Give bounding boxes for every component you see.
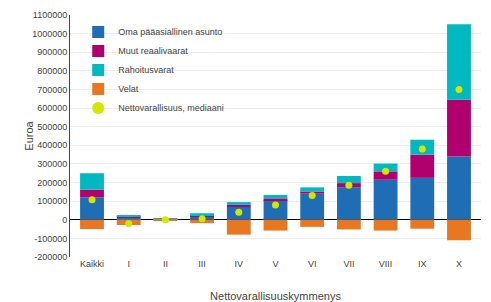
svg-text:II: II xyxy=(163,259,168,269)
svg-text:IX: IX xyxy=(418,259,427,269)
svg-text:VII: VII xyxy=(343,259,354,269)
svg-text:0: 0 xyxy=(62,215,67,225)
svg-text:IV: IV xyxy=(235,259,244,269)
svg-text:1000000: 1000000 xyxy=(32,29,67,39)
svg-text:I: I xyxy=(127,259,130,269)
svg-text:300000: 300000 xyxy=(37,159,67,169)
svg-text:500000: 500000 xyxy=(37,122,67,132)
svg-text:-100000: -100000 xyxy=(34,234,67,244)
svg-text:III: III xyxy=(198,259,206,269)
svg-text:Muut reaalivaarat: Muut reaalivaarat xyxy=(118,46,188,56)
svg-text:900000: 900000 xyxy=(37,47,67,57)
svg-text:Nettovarallisuus, mediaani: Nettovarallisuus, mediaani xyxy=(118,103,224,113)
svg-text:Nettovarallisuuskymmenys: Nettovarallisuuskymmenys xyxy=(210,290,341,302)
svg-text:200000: 200000 xyxy=(37,178,67,188)
svg-text:Euroa: Euroa xyxy=(23,120,35,150)
svg-text:X: X xyxy=(456,259,462,269)
svg-text:VI: VI xyxy=(308,259,317,269)
svg-text:400000: 400000 xyxy=(37,140,67,150)
svg-text:V: V xyxy=(272,259,278,269)
svg-text:Oma pääasiallinen asunto: Oma pääasiallinen asunto xyxy=(118,27,222,37)
svg-text:VIII: VIII xyxy=(379,259,393,269)
svg-text:600000: 600000 xyxy=(37,103,67,113)
svg-text:1100000: 1100000 xyxy=(33,10,67,20)
svg-text:Velat: Velat xyxy=(118,84,139,94)
svg-text:-200000: -200000 xyxy=(34,252,67,262)
svg-text:700000: 700000 xyxy=(37,85,67,95)
svg-text:800000: 800000 xyxy=(37,66,67,76)
svg-text:Kaikki: Kaikki xyxy=(80,259,104,269)
svg-text:100000: 100000 xyxy=(37,196,67,206)
svg-text:Rahoitusvarat: Rahoitusvarat xyxy=(118,65,174,75)
